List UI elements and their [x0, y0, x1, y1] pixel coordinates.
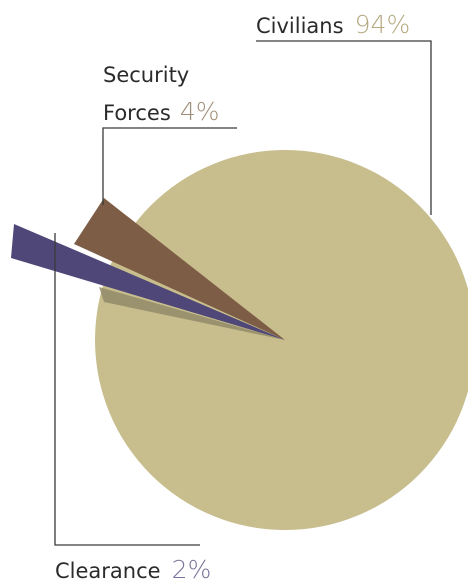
label-civilians: Civilians 94% [256, 10, 410, 39]
label-security-forces: Forces 4% [103, 97, 220, 126]
label-security-line1: Security [103, 63, 189, 87]
label-clearance-pct: 2% [172, 555, 212, 584]
label-clearance: Clearance 2% [55, 555, 211, 584]
pie-slice-shadow [99, 287, 285, 340]
label-civilians-pct: 94% [355, 10, 411, 39]
pie-slice-civilians [95, 150, 468, 530]
label-clearance-name: Clearance [55, 559, 161, 583]
leader-line-security-forces [102, 127, 237, 205]
label-civilians-name: Civilians [256, 14, 344, 38]
leader-line-clearance [54, 233, 200, 546]
pie-slice-security-forces [74, 198, 285, 340]
pie-slice-clearance [11, 224, 285, 340]
label-security-line2: Forces [103, 101, 171, 125]
leader-line-civilians [256, 40, 432, 215]
label-security-pct: 4% [180, 97, 220, 126]
